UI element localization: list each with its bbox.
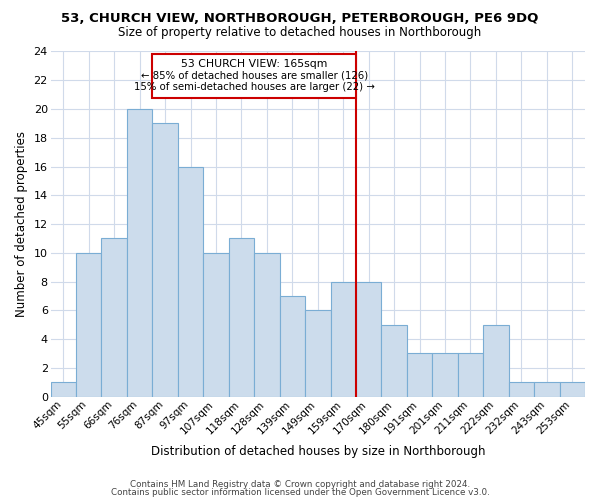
Bar [101, 238, 127, 396]
Text: 15% of semi-detached houses are larger (22) →: 15% of semi-detached houses are larger (… [134, 82, 374, 92]
FancyBboxPatch shape [152, 54, 356, 98]
Bar [229, 238, 254, 396]
Bar [76, 253, 101, 396]
Bar [127, 109, 152, 397]
Text: Contains public sector information licensed under the Open Government Licence v3: Contains public sector information licen… [110, 488, 490, 497]
Bar [152, 124, 178, 396]
Bar [280, 296, 305, 396]
Bar [203, 253, 229, 396]
Bar [407, 354, 433, 397]
Bar [305, 310, 331, 396]
Bar [483, 324, 509, 396]
Bar [509, 382, 534, 396]
Text: Contains HM Land Registry data © Crown copyright and database right 2024.: Contains HM Land Registry data © Crown c… [130, 480, 470, 489]
Bar [433, 354, 458, 397]
X-axis label: Distribution of detached houses by size in Northborough: Distribution of detached houses by size … [151, 444, 485, 458]
Bar [178, 166, 203, 396]
Text: Size of property relative to detached houses in Northborough: Size of property relative to detached ho… [118, 26, 482, 39]
Bar [331, 282, 356, 397]
Text: 53 CHURCH VIEW: 165sqm: 53 CHURCH VIEW: 165sqm [181, 60, 328, 70]
Bar [382, 324, 407, 396]
Bar [356, 282, 382, 397]
Text: 53, CHURCH VIEW, NORTHBOROUGH, PETERBOROUGH, PE6 9DQ: 53, CHURCH VIEW, NORTHBOROUGH, PETERBORO… [61, 12, 539, 26]
Bar [254, 253, 280, 396]
Bar [560, 382, 585, 396]
Text: ← 85% of detached houses are smaller (126): ← 85% of detached houses are smaller (12… [140, 70, 368, 80]
Y-axis label: Number of detached properties: Number of detached properties [15, 131, 28, 317]
Bar [50, 382, 76, 396]
Bar [534, 382, 560, 396]
Bar [458, 354, 483, 397]
